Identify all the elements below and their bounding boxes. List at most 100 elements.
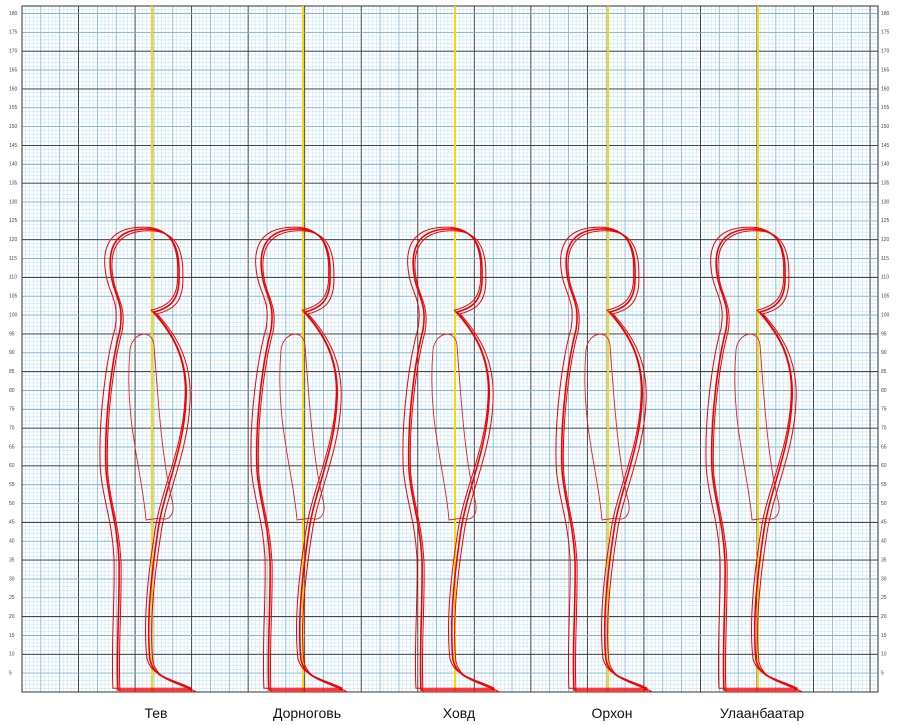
arm: [128, 333, 174, 521]
y-tick-label: 115: [9, 256, 17, 262]
y-tick-label: 95: [881, 331, 887, 337]
y-tick-label: 35: [881, 557, 887, 563]
y-tick-label: 155: [881, 105, 890, 111]
y-tick-label: 55: [9, 482, 15, 488]
y-tick-label: 100: [881, 312, 890, 318]
y-tick-label: 65: [881, 444, 887, 450]
outline: [710, 228, 799, 691]
y-tick-label: 40: [881, 539, 887, 545]
arm: [431, 333, 477, 521]
y-tick-label: 20: [9, 614, 15, 620]
y-tick-label: 145: [881, 143, 890, 149]
y-tick-label: 5: [9, 670, 12, 676]
y-tick-label: 90: [9, 350, 15, 356]
y-tick-label: 85: [9, 369, 15, 375]
y-tick-label: 20: [881, 614, 887, 620]
outline: [402, 226, 495, 689]
y-tick-label: 90: [881, 350, 887, 356]
y-tick-label: 60: [881, 463, 887, 469]
y-tick-label: 25: [9, 595, 15, 601]
figure-label: Орхон: [592, 705, 633, 721]
outline: [250, 226, 343, 689]
y-tick-label: 45: [9, 520, 15, 526]
y-tick-label: 175: [881, 30, 890, 36]
y-tick-label: 120: [881, 237, 890, 243]
y-tick-label: 35: [9, 557, 15, 563]
outline: [104, 228, 193, 691]
y-tick-label: 10: [9, 652, 15, 658]
outline: [560, 228, 649, 691]
outline: [106, 230, 197, 693]
y-tick-label: 80: [881, 388, 887, 394]
y-tick-label: 105: [9, 294, 18, 300]
y-tick-label: 65: [9, 444, 15, 450]
y-tick-label: 145: [9, 143, 18, 149]
y-tick-label: 15: [881, 633, 887, 639]
y-tick-label: 80: [9, 388, 15, 394]
y-tick-label: 100: [9, 312, 18, 318]
outline: [257, 230, 348, 693]
y-tick-label: 180: [881, 11, 890, 17]
arm: [584, 333, 630, 521]
y-tick-label: 115: [881, 256, 889, 262]
y-tick-label: 50: [9, 501, 15, 507]
figure-label: Ховд: [443, 705, 475, 721]
y-tick-label: 75: [881, 407, 887, 413]
y-tick-label: 110: [9, 275, 17, 281]
figure-label: Тев: [145, 705, 168, 721]
y-tick-label: 40: [9, 539, 15, 545]
outline: [99, 226, 192, 689]
y-tick-label: 160: [881, 86, 890, 92]
y-tick-label: 135: [881, 180, 890, 186]
y-tick-label: 70: [9, 425, 15, 431]
y-tick-label: 25: [881, 595, 887, 601]
outline: [712, 230, 803, 693]
y-tick-label: 160: [9, 86, 18, 92]
outline: [407, 228, 496, 691]
y-tick-label: 155: [9, 105, 18, 111]
y-tick-label: 30: [9, 576, 15, 582]
y-tick-label: 125: [881, 218, 890, 224]
outline: [705, 226, 798, 689]
y-tick-label: 75: [9, 407, 15, 413]
y-tick-label: 50: [881, 501, 887, 507]
y-tick-label: 165: [9, 67, 18, 73]
outline: [555, 226, 648, 689]
y-tick-label: 165: [881, 67, 890, 73]
figure-label: Дорноговь: [273, 705, 341, 721]
silhouettes: [99, 6, 803, 693]
y-tick-label: 180: [9, 11, 18, 17]
arm: [734, 333, 780, 521]
y-tick-label: 30: [881, 576, 887, 582]
y-tick-label: 15: [9, 633, 15, 639]
y-tick-label: 45: [881, 520, 887, 526]
y-tick-label: 170: [881, 49, 890, 55]
y-tick-label: 150: [881, 124, 890, 130]
y-tick-label: 175: [9, 30, 18, 36]
y-tick-label: 105: [881, 294, 890, 300]
y-tick-label: 10: [881, 652, 887, 658]
y-tick-label: 140: [881, 162, 890, 168]
y-tick-label: 60: [9, 463, 15, 469]
y-tick-label: 130: [881, 199, 890, 205]
y-tick-label: 125: [9, 218, 18, 224]
y-tick-label: 150: [9, 124, 18, 130]
y-tick-label: 70: [881, 425, 887, 431]
y-tick-label: 140: [9, 162, 18, 168]
y-tick-label: 55: [881, 482, 887, 488]
figure-label: Улаанбаатар: [720, 705, 804, 721]
grid: [21, 5, 879, 693]
y-tick-label: 95: [9, 331, 15, 337]
y-tick-label: 130: [9, 199, 18, 205]
y-tick-label: 135: [9, 180, 18, 186]
outline: [562, 230, 653, 693]
outline: [255, 228, 344, 691]
arm: [279, 333, 325, 521]
y-tick-label: 170: [9, 49, 18, 55]
y-tick-label: 120: [9, 237, 18, 243]
y-tick-label: 85: [881, 369, 887, 375]
y-tick-label: 5: [881, 670, 884, 676]
y-tick-label: 110: [881, 275, 889, 281]
